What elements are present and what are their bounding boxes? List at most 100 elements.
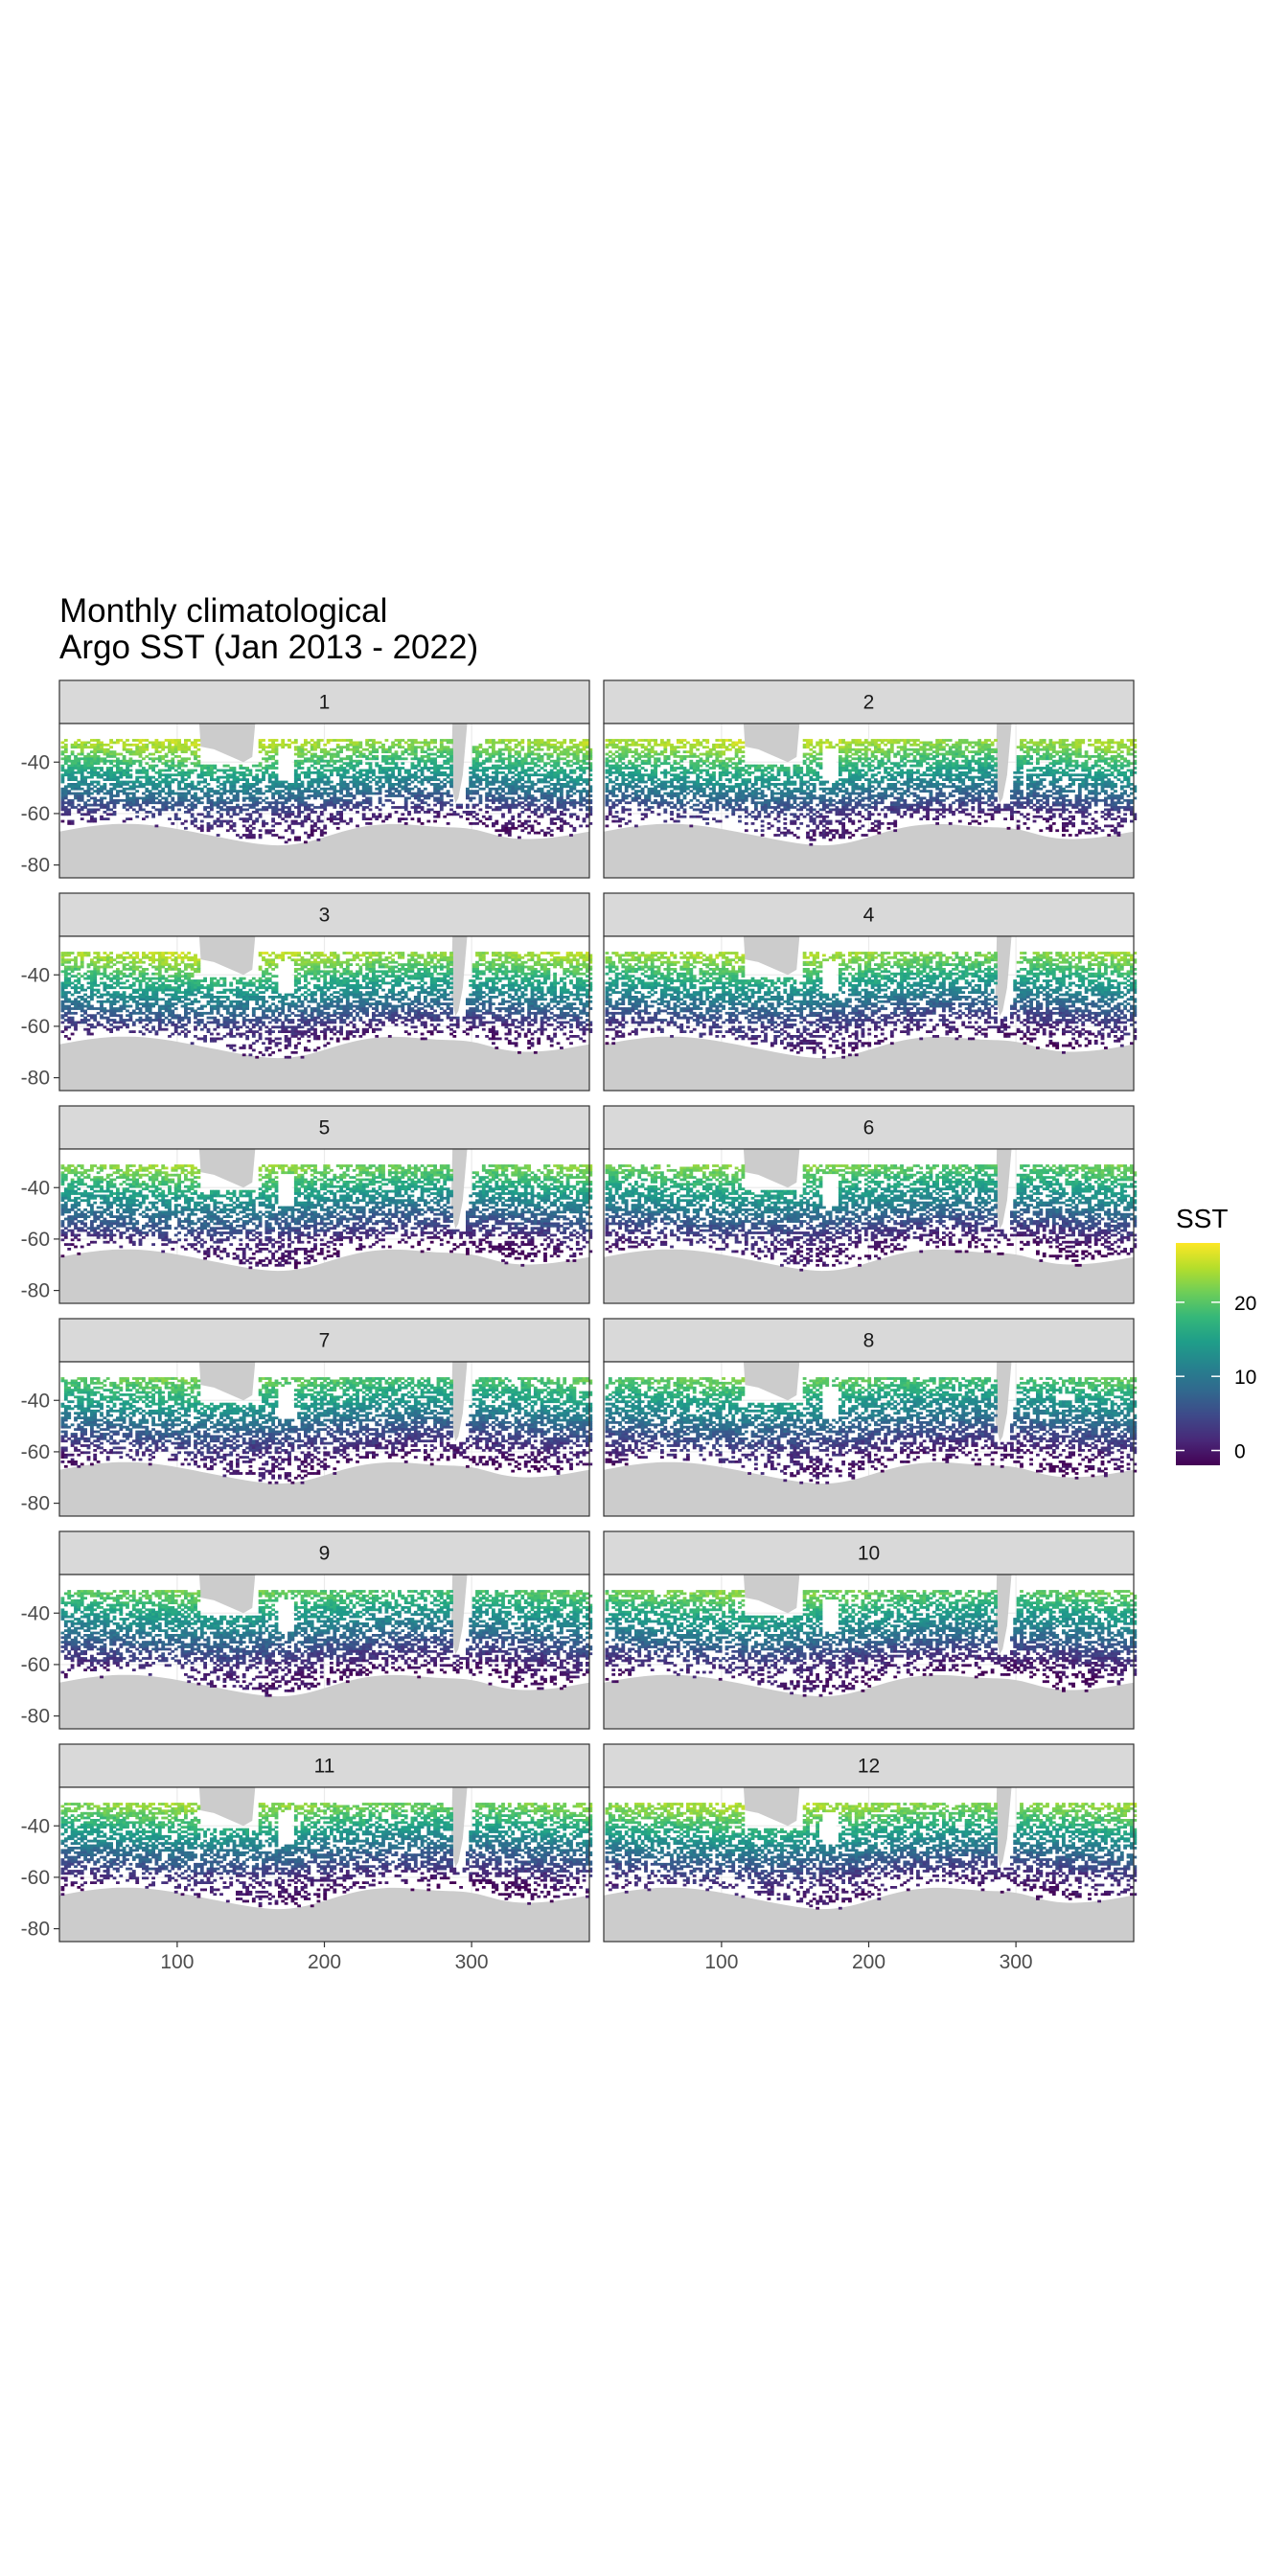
sst-cell (323, 744, 327, 747)
sst-cell (281, 742, 285, 745)
sst-cell (129, 753, 133, 756)
sst-cell (349, 739, 353, 742)
sst-cell (426, 746, 430, 748)
sst-cell (313, 753, 317, 756)
sst-cell (398, 757, 402, 760)
sst-cell (165, 755, 169, 758)
sst-cell (424, 755, 427, 758)
sst-cell (534, 742, 538, 745)
sst-cell (540, 739, 544, 742)
sst-cell (288, 746, 291, 748)
sst-cell (557, 757, 561, 760)
sst-cell (275, 744, 279, 747)
sst-cell (566, 748, 570, 751)
sst-cell (97, 760, 101, 763)
sst-cell (560, 742, 564, 745)
sst-cell (520, 757, 524, 760)
sst-cell (181, 746, 185, 748)
sst-cell (97, 755, 101, 758)
sst-cell (362, 753, 366, 756)
sst-cell (475, 753, 479, 756)
sst-cell (447, 753, 450, 756)
sst-cell (433, 757, 437, 760)
sst-cell (569, 753, 573, 756)
sst-cell (80, 746, 84, 748)
sst-cell (165, 760, 169, 763)
sst-cell (168, 748, 172, 751)
sst-cell (297, 748, 301, 751)
sst-cell (194, 746, 197, 748)
sst-cell (268, 755, 272, 758)
sst-cell (139, 739, 143, 742)
sst-cell (184, 757, 188, 760)
sst-cell (71, 750, 75, 753)
sst-cell (391, 757, 395, 760)
sst-cell (563, 742, 566, 745)
sst-cell (93, 750, 97, 753)
sst-cell (301, 746, 305, 748)
sst-cell (132, 760, 136, 763)
sst-cell (489, 757, 493, 760)
sst-cell (388, 755, 392, 758)
sst-cell (61, 757, 65, 760)
sst-cell (583, 757, 586, 760)
sst-cell (553, 748, 557, 751)
sst-cell (135, 753, 139, 756)
sst-cell (501, 748, 505, 751)
sst-cell (161, 742, 165, 745)
sst-cell (547, 755, 551, 758)
sst-cell (492, 742, 495, 745)
sst-cell (489, 739, 493, 742)
sst-cell (492, 753, 495, 756)
sst-cell (74, 760, 78, 763)
sst-cell (184, 748, 188, 751)
sst-cell (87, 746, 91, 748)
sst-cell (294, 748, 298, 751)
sst-cell (304, 748, 308, 751)
sst-cell (106, 750, 110, 753)
sst-cell (116, 739, 120, 742)
sst-cell (407, 753, 411, 756)
sst-cell (333, 748, 336, 751)
sst-cell (401, 750, 404, 753)
sst-cell (181, 760, 185, 763)
sst-cell (90, 757, 94, 760)
sst-cell (323, 748, 327, 751)
sst-cell (576, 757, 580, 760)
sst-cell (518, 755, 521, 758)
sst-cell (550, 753, 554, 756)
sst-cell (116, 742, 120, 745)
sst-cell (421, 755, 425, 758)
sst-cell (327, 742, 331, 745)
sst-cell (142, 746, 146, 748)
sst-cell (129, 744, 133, 747)
sst-cell (391, 755, 395, 758)
sst-cell (518, 744, 521, 747)
sst-cell (113, 760, 117, 763)
sst-cell (339, 739, 343, 742)
sst-cell (77, 739, 80, 742)
sst-cell (123, 746, 126, 748)
sst-cell (184, 746, 188, 748)
sst-cell (64, 739, 68, 742)
sst-cell (573, 755, 577, 758)
sst-cell (404, 742, 408, 745)
sst-cell (93, 746, 97, 748)
sst-cell (426, 753, 430, 756)
sst-cell (560, 750, 564, 753)
sst-cell (155, 748, 159, 751)
sst-cell (414, 757, 418, 760)
sst-cell (275, 746, 279, 748)
sst-cell (281, 744, 285, 747)
sst-cell (259, 744, 263, 747)
sst-cell (171, 742, 174, 745)
sst-cell (508, 748, 512, 751)
sst-cell (346, 755, 350, 758)
sst-cell (553, 750, 557, 753)
sst-cell (87, 753, 91, 756)
sst-cell (327, 753, 331, 756)
sst-cell (349, 757, 353, 760)
sst-cell (385, 757, 389, 760)
sst-cell (104, 748, 107, 751)
sst-cell (527, 742, 531, 745)
